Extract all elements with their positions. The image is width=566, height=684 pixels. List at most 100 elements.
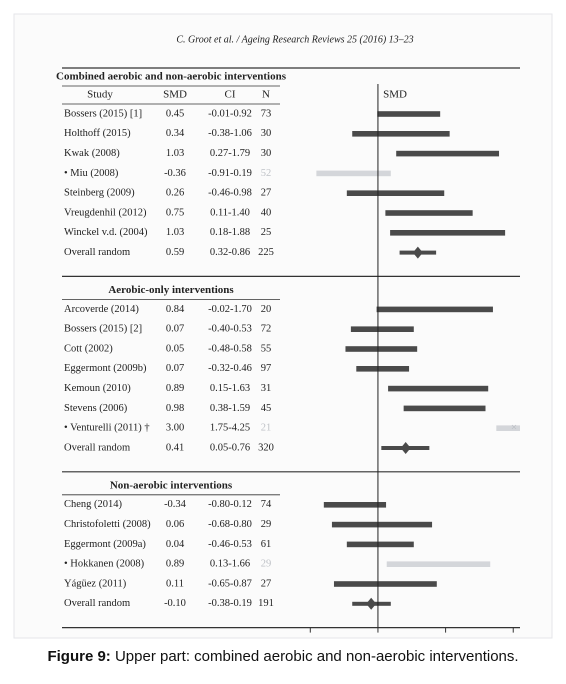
study: Bossers (2015) [1]: [64, 108, 142, 119]
ci-bar: [396, 150, 500, 157]
study: Bossers (2015) [2]: [64, 324, 142, 335]
out-of-range-marker: ×: [511, 422, 517, 434]
ci: -0.40-0.53: [208, 324, 252, 335]
ci: 0.15-1.63: [210, 383, 250, 394]
study: Vreugdenhil (2012): [64, 207, 147, 218]
n: 61: [261, 539, 272, 550]
n: 52: [261, 168, 272, 179]
ci: -0.01-0.92: [208, 108, 252, 119]
ci: 0.18-1.88: [210, 227, 250, 238]
ci: 0.38-1.59: [210, 403, 250, 414]
n: 31: [261, 383, 272, 394]
ci-bar: [390, 230, 506, 236]
smd: 0.06: [166, 519, 184, 530]
smd: 1.03: [166, 227, 184, 238]
smd: 0.05: [166, 343, 184, 354]
ci-bar: [331, 521, 433, 528]
ci: -0.65-0.87: [208, 578, 252, 589]
ci-bar: [345, 346, 418, 352]
ci: 0.27-1.79: [210, 148, 250, 159]
n: 97: [261, 363, 272, 374]
n: 74: [261, 499, 272, 510]
smd: 0.26: [166, 188, 184, 199]
ci-bar: [346, 541, 414, 548]
section-title: Combined aerobic and non-aerobic interve…: [56, 71, 287, 83]
n: 29: [261, 519, 272, 530]
n: 27: [261, 188, 272, 199]
study: Steinberg (2009): [64, 188, 135, 199]
study: Cheng (2014): [64, 499, 123, 510]
smd: -0.10: [164, 598, 186, 609]
n: 25: [261, 227, 272, 238]
caption-text: Upper part: combined aerobic and non-aer…: [114, 648, 519, 665]
smd: 0.07: [166, 363, 184, 374]
n: 191: [258, 598, 274, 609]
smd: 0.34: [166, 128, 185, 139]
ci: 0.32-0.86: [210, 247, 250, 258]
ci: -0.48-0.58: [208, 343, 252, 354]
ci: -0.38-0.19: [208, 598, 252, 609]
ci-bar: [350, 326, 414, 332]
column-header: CI: [225, 89, 236, 101]
smd: 0.75: [166, 207, 184, 218]
ci-bar: [403, 405, 486, 412]
pooled-diamond: [366, 597, 377, 610]
ci-bar: [316, 170, 391, 177]
smd: 0.89: [166, 559, 184, 570]
smd: 3.00: [166, 423, 184, 434]
study: Stevens (2006): [64, 403, 128, 414]
study: • Venturelli (2011) †: [64, 423, 150, 434]
ci-bar: [346, 190, 445, 196]
smd: 1.03: [166, 148, 184, 159]
ci: 0.13-1.66: [210, 559, 250, 570]
smd: 0.11: [166, 578, 184, 589]
ci: 1.75-4.25: [210, 423, 250, 434]
study: Christofoletti (2008): [64, 519, 151, 530]
section-title: Aerobic-only interventions: [108, 284, 234, 296]
ci: 0.05-0.76: [210, 442, 250, 453]
n: 73: [261, 108, 272, 119]
study: Arcoverde (2014): [64, 304, 139, 315]
smd: -0.34: [164, 499, 187, 510]
study: Eggermont (2009a): [64, 539, 146, 550]
study: Cott (2002): [64, 343, 113, 354]
study: Overall random: [64, 247, 130, 258]
study: Winckel v.d. (2004): [64, 227, 148, 238]
smd: 0.59: [166, 247, 184, 258]
ci: -0.80-0.12: [208, 499, 252, 510]
n: 72: [261, 324, 272, 335]
study: Overall random: [64, 442, 130, 453]
ci-bar: [377, 111, 441, 117]
smd: -0.36: [164, 168, 186, 179]
ci: -0.02-1.70: [208, 304, 252, 315]
study: Kemoun (2010): [64, 383, 131, 394]
ci-bar: [356, 366, 410, 372]
caption-label: Figure 9:: [47, 648, 111, 665]
ci-bar: [376, 306, 493, 313]
n: 40: [261, 207, 272, 218]
n: 20: [261, 304, 272, 315]
ci-bar: [386, 561, 491, 567]
ci: -0.46-0.98: [208, 188, 252, 199]
n: 30: [261, 148, 272, 159]
smd: 0.04: [166, 539, 185, 550]
column-header: SMD: [163, 89, 187, 101]
n: 55: [261, 343, 272, 354]
smd: 0.84: [166, 304, 185, 315]
ci: -0.68-0.80: [208, 519, 252, 530]
study: Kwak (2008): [64, 148, 120, 159]
smd: 0.07: [166, 324, 184, 335]
section-title: Non-aerobic interventions: [110, 479, 233, 491]
n: 30: [261, 128, 272, 139]
n: 45: [261, 403, 272, 414]
n: 21: [261, 423, 272, 434]
n: 225: [258, 247, 274, 258]
study: • Miu (2008): [64, 168, 119, 179]
study: Overall random: [64, 598, 130, 609]
n: 320: [258, 442, 274, 453]
smd: 0.98: [166, 403, 184, 414]
running-header: C. Groot et al. / Ageing Research Review…: [176, 34, 413, 45]
study: Holthoff (2015): [64, 128, 131, 139]
ci: -0.38-1.06: [208, 128, 252, 139]
